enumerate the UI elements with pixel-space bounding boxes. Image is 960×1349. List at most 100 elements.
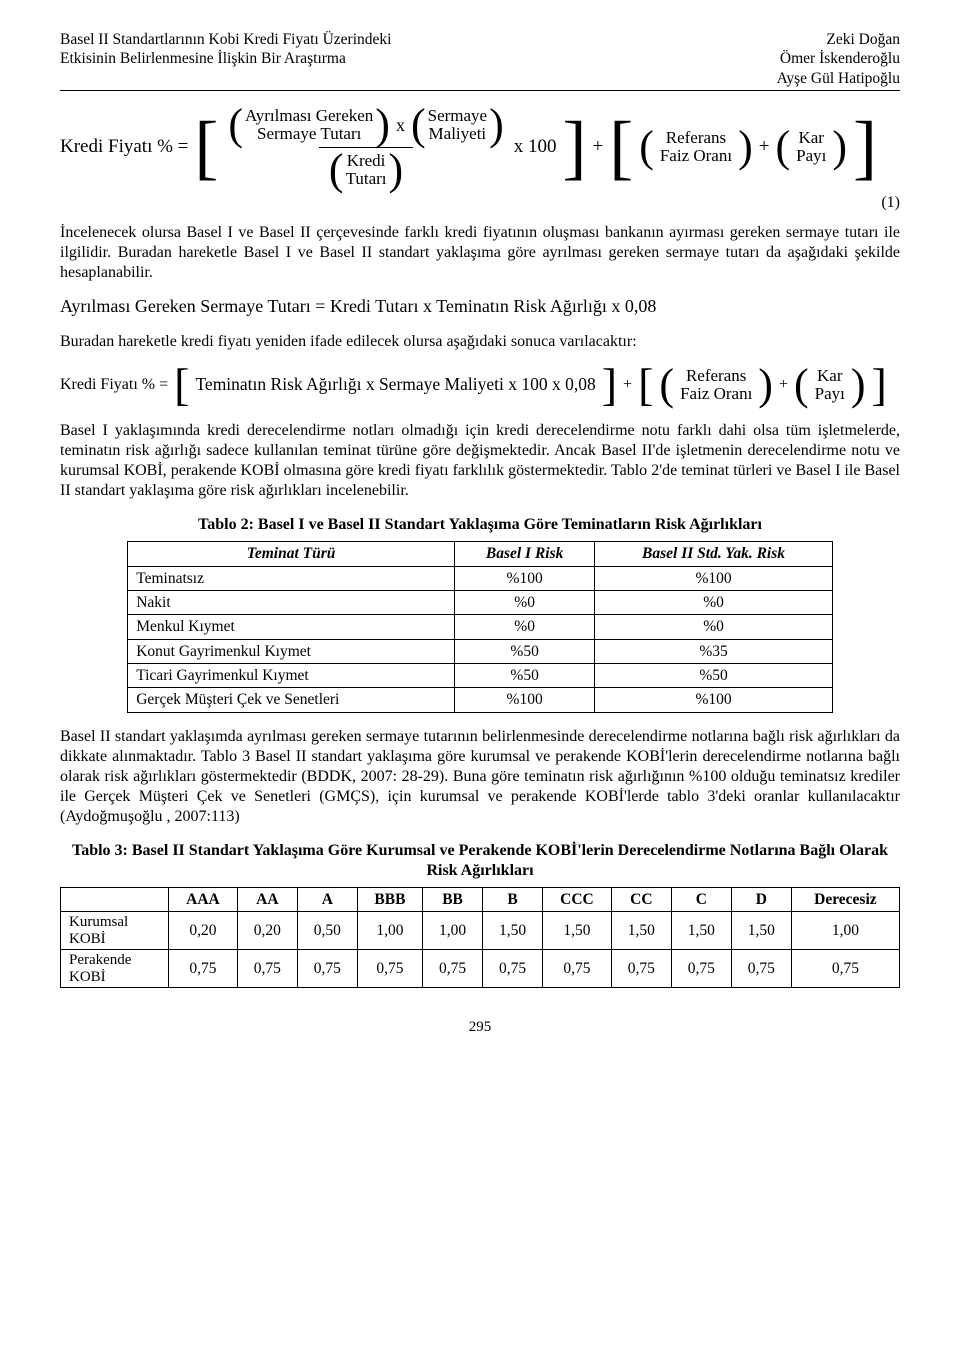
table2-cell: %0 (595, 590, 833, 614)
table3-col: AAA (169, 887, 238, 911)
paren-open: ( (228, 105, 243, 145)
paren-close: ) (489, 105, 504, 145)
table3-cell: 0,50 (297, 912, 357, 950)
header-left: Basel II Standartlarının Kobi Kredi Fiya… (60, 30, 391, 69)
paren-open: ( (639, 127, 654, 167)
paren-close: ) (832, 127, 847, 167)
paren-close: ) (389, 150, 404, 190)
table-row: Menkul Kıymet%0%0 (128, 615, 833, 639)
table2-cell: %50 (454, 664, 594, 688)
table3-col: Derecesiz (791, 887, 899, 911)
table3-cell: 0,75 (237, 950, 297, 988)
table3-cell: 0,75 (543, 950, 612, 988)
table3-col: B (483, 887, 543, 911)
table3-cell: 1,50 (483, 912, 543, 950)
table3-cell: 1,00 (423, 912, 483, 950)
bracket-open: [ (174, 364, 189, 405)
plus-icon: + (779, 375, 788, 395)
table-3: AAAAAABBBBBBCCCCCCDDerecesiz KurumsalKOB… (60, 887, 900, 988)
table2-col-0: Teminat Türü (128, 542, 455, 566)
eq1-ref: Referans Faiz Oranı (660, 129, 732, 165)
table-row: Teminatsız%100%100 (128, 566, 833, 590)
table-row: PerakendeKOBİ0,750,750,750,750,750,750,7… (61, 950, 900, 988)
paren-close: ) (851, 365, 866, 405)
table3-cell: 0,75 (791, 950, 899, 988)
table3-cell: 0,20 (169, 912, 238, 950)
paragraph-2: Buradan hareketle kredi fiyatı yeniden i… (60, 332, 900, 352)
table3-col: D (731, 887, 791, 911)
paragraph-4: Basel II standart yaklaşımda ayrılması g… (60, 727, 900, 827)
table2-cell: %0 (454, 615, 594, 639)
table2-header-row: Teminat Türü Basel I Risk Basel II Std. … (128, 542, 833, 566)
table2-cell: %50 (454, 639, 594, 663)
table2-cell: %100 (454, 688, 594, 712)
eq1-x100: x 100 (514, 135, 557, 159)
times-icon: x (392, 114, 409, 137)
bracket-close: ] (563, 115, 587, 180)
bracket-close: ] (602, 364, 617, 405)
table2-cell: Nakit (128, 590, 455, 614)
table2-col-2: Basel II Std. Yak. Risk (595, 542, 833, 566)
table2-cell: Gerçek Müşteri Çek ve Senetleri (128, 688, 455, 712)
table2-cell: %50 (595, 664, 833, 688)
table3-cell: 0,75 (671, 950, 731, 988)
table2-cell: %35 (595, 639, 833, 663)
bracket-open: [ (194, 115, 218, 180)
table2-cell: %100 (454, 566, 594, 590)
header-right: Zeki Doğan Ömer İskenderoğlu Ayşe Gül Ha… (777, 30, 900, 88)
table3-cell: 0,75 (611, 950, 671, 988)
table-2: Teminat Türü Basel I Risk Basel II Std. … (127, 541, 833, 713)
table2-cell: %100 (595, 566, 833, 590)
table3-cell: 0,75 (423, 950, 483, 988)
paren-close: ) (738, 127, 753, 167)
paren-open: ( (659, 365, 674, 405)
bracket-open: [ (609, 115, 633, 180)
eq2-lhs: Kredi Fiyatı % = (60, 375, 168, 395)
table3-cell: PerakendeKOBİ (61, 950, 169, 988)
table3-cell: 1,50 (731, 912, 791, 950)
eq1-fraction: ( Ayrılması Gereken Sermaye Tutarı ) x (… (224, 105, 507, 189)
plus-icon: + (759, 135, 770, 159)
table3-col: CCC (543, 887, 612, 911)
eq1-num-a: Ayrılması Gereken Sermaye Tutarı (245, 107, 373, 143)
table-row: Ticari Gayrimenkul Kıymet%50%50 (128, 664, 833, 688)
table2-cell: Ticari Gayrimenkul Kıymet (128, 664, 455, 688)
table2-col-1: Basel I Risk (454, 542, 594, 566)
table3-col: A (297, 887, 357, 911)
table3-col (61, 887, 169, 911)
paragraph-1: İncelenecek olursa Basel I ve Basel II ç… (60, 223, 900, 283)
table3-cell: 1,50 (611, 912, 671, 950)
eq1-number: (1) (881, 194, 900, 211)
paragraph-3: Basel I yaklaşımında kredi derecelendirm… (60, 421, 900, 501)
paren-close: ) (758, 365, 773, 405)
table3-cell: 0,75 (731, 950, 791, 988)
table3-cell: 1,50 (671, 912, 731, 950)
paren-open: ( (794, 365, 809, 405)
equation-1: Kredi Fiyatı % = [ ( Ayrılması Gereken S… (60, 105, 900, 189)
bracket-close: ] (853, 115, 877, 180)
paren-open: ( (775, 127, 790, 167)
eq1-lhs: Kredi Fiyatı % = (60, 135, 188, 159)
table2-cell: %100 (595, 688, 833, 712)
table2-cell: Teminatsız (128, 566, 455, 590)
table3-col: CC (611, 887, 671, 911)
paren-open: ( (329, 150, 344, 190)
table2-caption: Tablo 2: Basel I ve Basel II Standart Ya… (60, 515, 900, 535)
eq2-mid: Teminatın Risk Ağırlığı x Sermaye Maliye… (195, 374, 595, 396)
table3-cell: 0,75 (483, 950, 543, 988)
eq2-kar: Kar Payı (815, 367, 845, 403)
plus-icon: + (623, 375, 632, 395)
table3-caption: Tablo 3: Basel II Standart Yaklaşıma Gör… (60, 841, 900, 881)
table3-cell: 1,50 (543, 912, 612, 950)
table2-cell: %0 (595, 615, 833, 639)
table3-col: BBB (357, 887, 422, 911)
page-header: Basel II Standartlarının Kobi Kredi Fiya… (60, 30, 900, 91)
table3-header-row: AAAAAABBBBBBCCCCCCDDerecesiz (61, 887, 900, 911)
eq1-kar: Kar Payı (796, 129, 826, 165)
table3-col: C (671, 887, 731, 911)
table3-cell: 0,75 (169, 950, 238, 988)
paren-open: ( (411, 105, 426, 145)
bracket-close: ] (872, 364, 887, 405)
equation-2: Kredi Fiyatı % = [ Teminatın Risk Ağırlı… (60, 364, 900, 405)
eq1-den: Kredi Tutarı (346, 152, 387, 188)
